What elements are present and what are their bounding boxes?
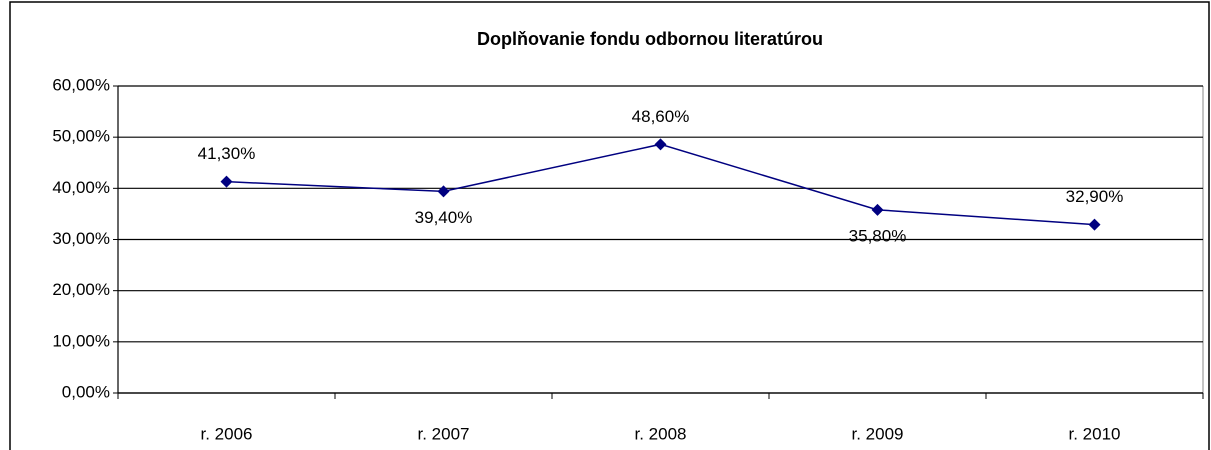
data-label: 41,30%	[198, 144, 256, 163]
data-label: 32,90%	[1066, 187, 1124, 206]
marker	[220, 175, 233, 188]
x-tick-label: r. 2008	[635, 424, 687, 443]
marker	[437, 185, 450, 198]
y-tick-label: 60,00%	[52, 75, 110, 94]
marker	[871, 203, 884, 216]
x-tick-label: r. 2010	[1069, 424, 1121, 443]
marker	[654, 138, 667, 151]
line	[226, 143, 1095, 226]
x-tick-label: r. 2009	[852, 424, 904, 443]
marker	[1088, 218, 1101, 231]
chart-frame	[9, 1, 1210, 450]
data-label: 39,40%	[415, 208, 473, 227]
y-tick-label: 40,00%	[52, 178, 110, 197]
data-label: 35,80%	[849, 226, 907, 245]
chart-title: Doplňovanie fondu odbornou literatúrou	[477, 29, 823, 49]
data-label: 48,60%	[632, 107, 690, 126]
y-tick-label: 0,00%	[62, 382, 110, 401]
y-tick-label: 10,00%	[52, 331, 110, 350]
y-tick-label: 30,00%	[52, 229, 110, 248]
x-tick-label: r. 2007	[418, 424, 470, 443]
x-tick-label: r. 2006	[201, 424, 253, 443]
y-tick-label: 50,00%	[52, 127, 110, 146]
y-tick-label: 20,00%	[52, 280, 110, 299]
